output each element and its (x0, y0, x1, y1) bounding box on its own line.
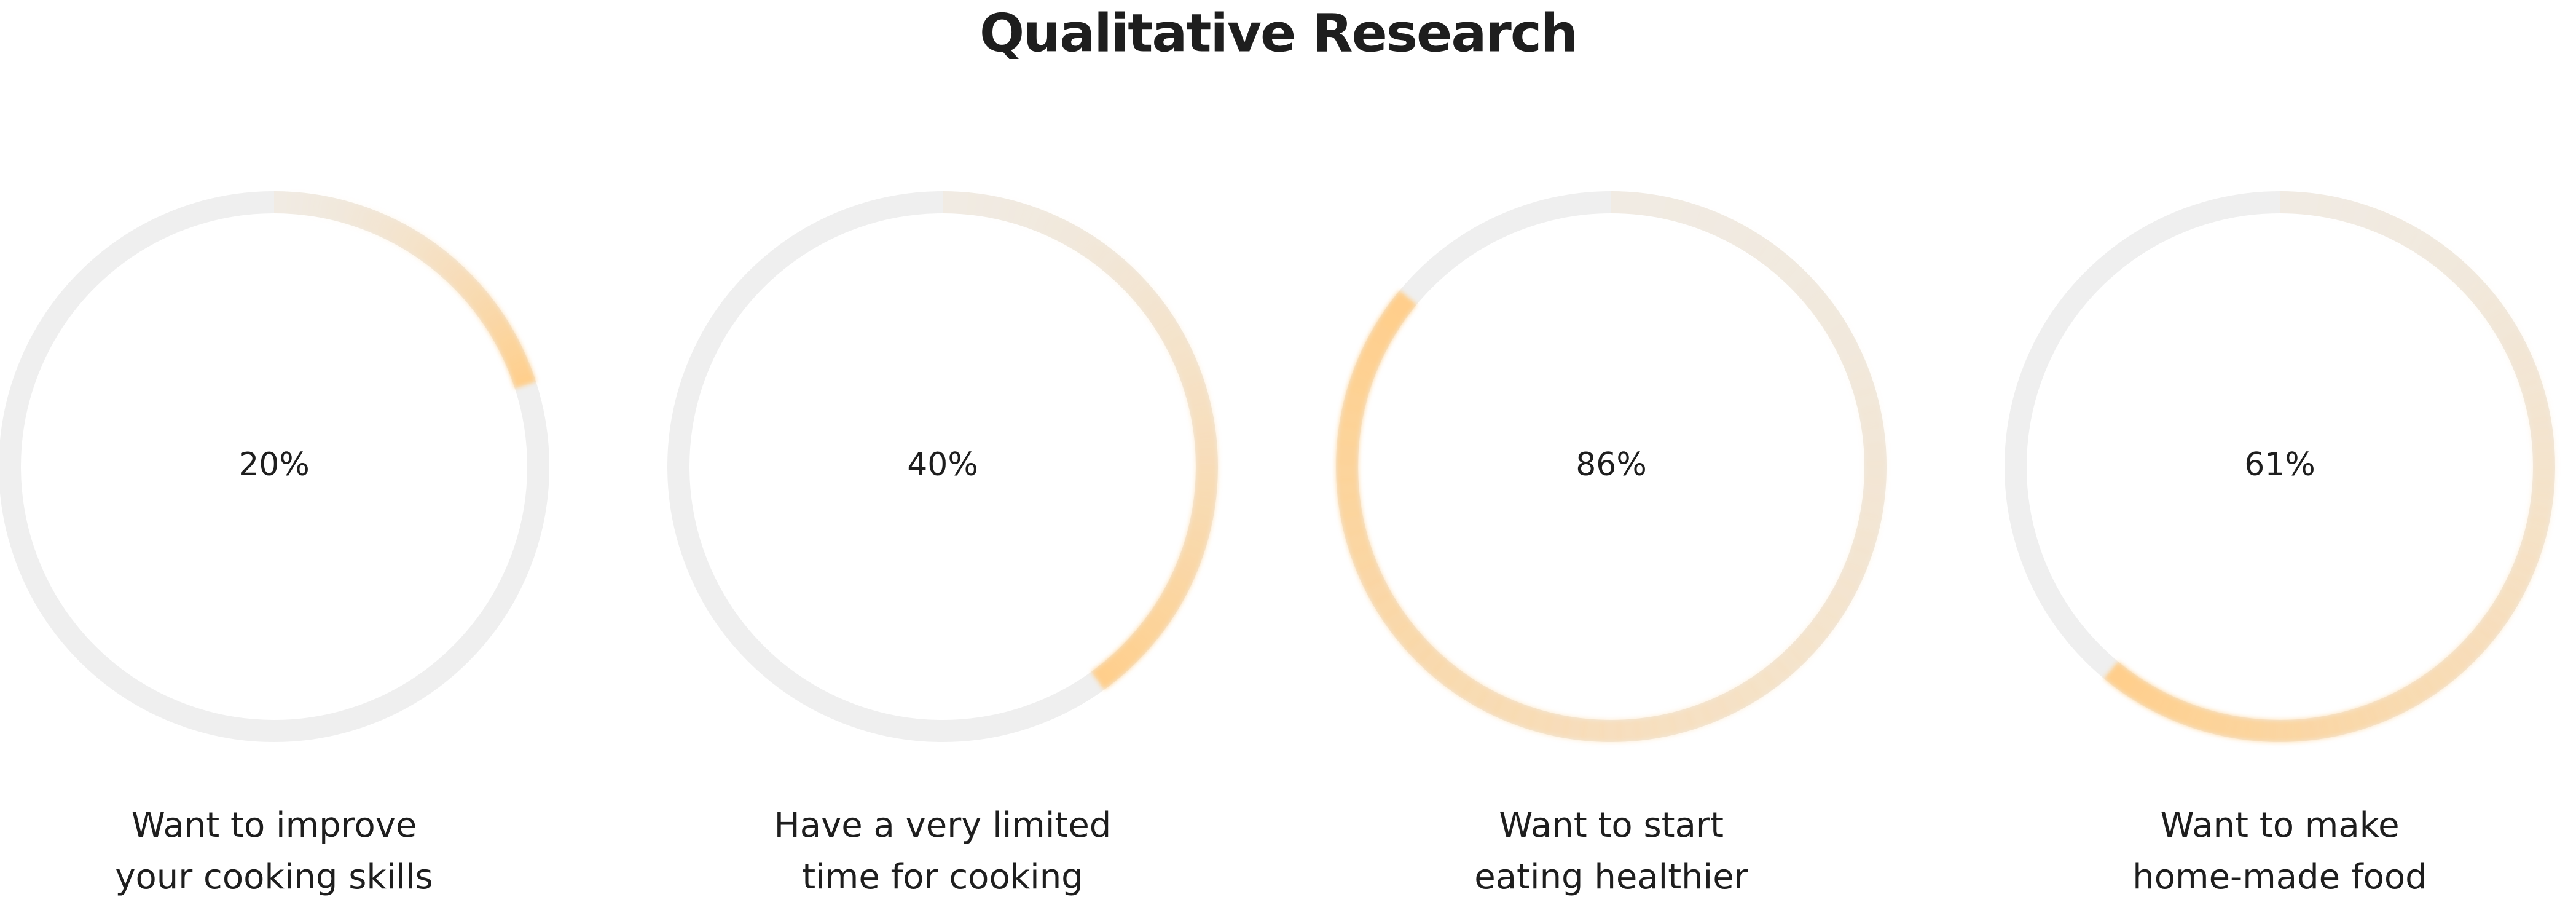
arc-shading (313, 194, 536, 389)
progress-arc (942, 191, 1218, 690)
page-title: Qualitative Research (980, 2, 1577, 64)
arc-shade (2103, 661, 2128, 687)
value-label: 86% (1576, 446, 1647, 483)
progress-arc (273, 191, 536, 389)
value-label: 61% (2244, 446, 2315, 483)
arc-shade (513, 377, 536, 389)
progress-arc (2104, 191, 2555, 742)
caption: your cooking skills (115, 857, 433, 897)
caption: eating healthier (1474, 857, 1748, 897)
caption: Want to improve (132, 805, 417, 845)
caption: Want to make (2160, 805, 2399, 845)
progress-arc (1336, 191, 1887, 742)
caption: Have a very limited (774, 805, 1112, 845)
value-label: 40% (907, 446, 978, 483)
arc-shade (1388, 290, 1417, 319)
arc-shading (1021, 204, 1219, 690)
caption: time for cooking (802, 857, 1083, 897)
value-label: 20% (238, 446, 310, 483)
ring-track (0, 191, 549, 742)
arc-shade (1091, 666, 1112, 690)
caption: Want to start (1499, 805, 1724, 845)
arc-shading (2103, 222, 2556, 743)
caption: home-made food (2132, 857, 2427, 897)
arc-shading (1336, 251, 1887, 742)
